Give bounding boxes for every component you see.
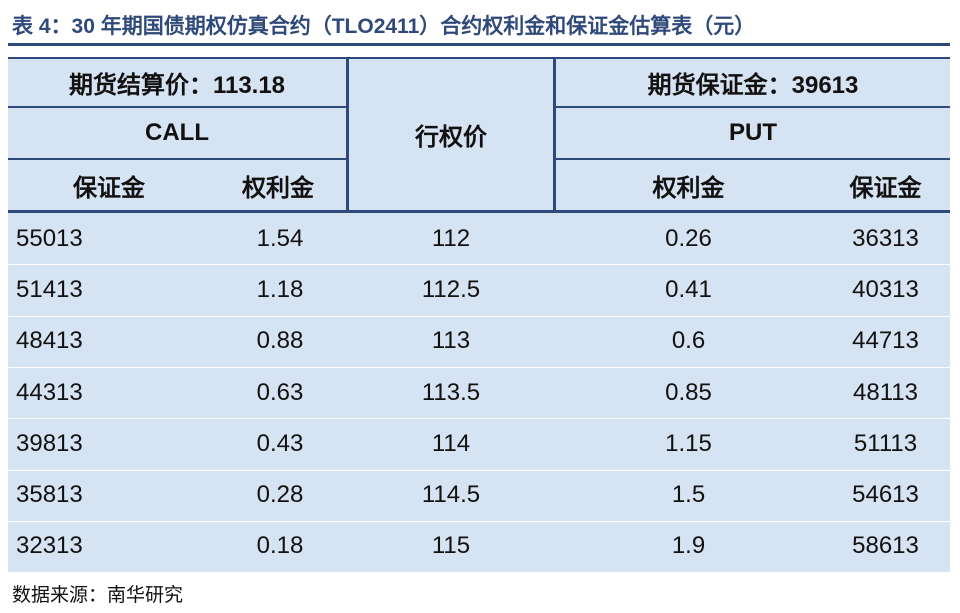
table-cell: 39813 [16, 429, 83, 457]
table-cell: 55013 [16, 224, 83, 252]
table-cell: 48413 [16, 327, 83, 355]
header-cell: PUT [729, 119, 777, 146]
table-cell: 32313 [16, 532, 83, 560]
row-divider [8, 469, 950, 471]
table-cell: 1.15 [665, 429, 712, 457]
table-title: 表 4：30 年期国债期权仿真合约（TLO2411）合约权利金和保证金估算表（元… [12, 15, 756, 38]
row-divider [8, 264, 950, 266]
table-cell: 0.41 [665, 275, 712, 303]
rule [8, 158, 346, 160]
row-divider [8, 520, 950, 522]
table-cell: 0.63 [256, 378, 304, 406]
row-divider [8, 418, 950, 420]
header-cell: CALL [145, 119, 209, 146]
table-cell: 0.6 [671, 327, 706, 355]
title-rule [8, 43, 950, 46]
table-cell: 58613 [852, 532, 919, 560]
source-note: 数据来源：南华研究 [12, 585, 184, 606]
table-cell: 0.26 [665, 224, 712, 252]
rule [8, 57, 950, 59]
table-cell: 40313 [852, 275, 919, 303]
header-cell: 行权价 [415, 124, 487, 151]
table-cell: 0.88 [256, 327, 304, 355]
table-cell: 1.18 [256, 275, 304, 303]
rule [8, 210, 950, 213]
table-cell: 35813 [16, 481, 83, 509]
table-cell: 48113 [853, 378, 918, 406]
rule [8, 106, 346, 108]
rule [346, 57, 349, 212]
table-cell: 112 [431, 224, 471, 252]
header-cell: 权利金 [652, 174, 725, 202]
header-cell: 保证金 [73, 174, 145, 202]
table-cell: 1.9 [671, 532, 706, 560]
table-cell: 0.28 [256, 481, 304, 509]
table: 期货结算价：113.18 期货保证金：39613 CALL PUT 行权价 保证… [8, 57, 950, 572]
table-cell: 51113 [853, 429, 918, 457]
table-cell: 0.43 [256, 429, 304, 457]
rule [555, 158, 950, 160]
table-cell: 51413 [16, 275, 83, 303]
table-cell: 36313 [852, 224, 919, 252]
table-cell: 113.5 [421, 378, 481, 406]
header-cell: 权利金 [242, 174, 314, 202]
rule [555, 106, 950, 108]
table-cell: 44313 [16, 378, 83, 406]
row-divider [8, 366, 950, 368]
table-cell: 0.85 [665, 378, 712, 406]
header-cell: 期货保证金：39613 [647, 72, 859, 99]
table-cell: 112.5 [421, 275, 481, 303]
table-cell: 115 [431, 532, 471, 560]
table-cell: 44713 [852, 327, 919, 355]
header-cell: 保证金 [849, 174, 922, 202]
header-cell: 期货结算价：113.18 [68, 72, 286, 99]
rule [553, 57, 556, 212]
row-divider [8, 315, 950, 317]
table-cell: 114.5 [421, 481, 481, 509]
table-cell: 1.5 [671, 481, 706, 509]
table-cell: 113 [431, 327, 471, 355]
table-cell: 1.54 [256, 224, 304, 252]
table-cell: 54613 [852, 481, 919, 509]
table-cell: 0.18 [256, 532, 304, 560]
table-cell: 114 [431, 429, 471, 457]
